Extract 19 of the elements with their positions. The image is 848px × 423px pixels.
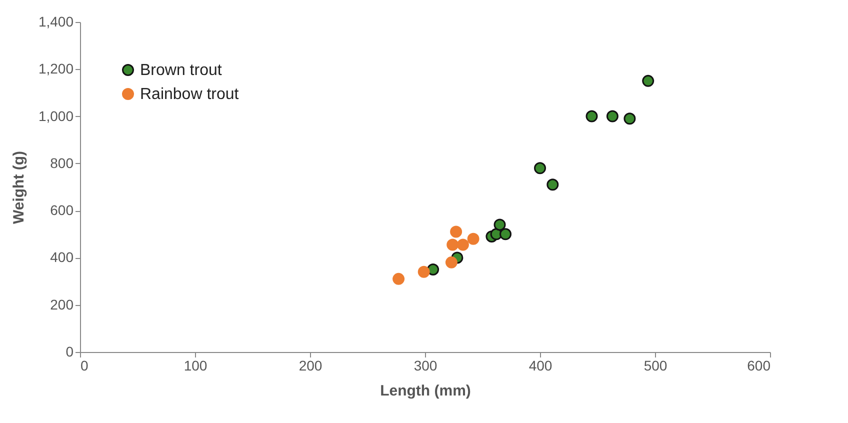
y-tick-label: 0 [66,344,74,360]
x-tick-label: 600 [747,358,771,374]
y-tick-label: 1,000 [38,108,74,124]
y-tick-label: 600 [50,202,74,218]
legend-label: Rainbow trout [140,86,240,103]
x-tick-label: 400 [528,358,552,374]
x-tick-label: 100 [184,358,208,374]
legend-label: Brown trout [140,62,222,79]
y-tick-label: 1,200 [38,60,74,77]
x-tick-label: 500 [644,358,668,374]
y-tick-label: 200 [50,296,74,312]
y-tick-label: 800 [50,154,74,171]
x-tick-label: 0 [80,358,88,374]
x-axis-title: Length (mm) [380,382,471,400]
x-tick-label: 300 [414,358,438,374]
y-axis-title: Weight (g) [10,150,28,224]
y-tick-label: 400 [50,249,74,266]
x-tick-label: 200 [298,358,322,374]
y-tick-label: 1,400 [38,14,74,30]
